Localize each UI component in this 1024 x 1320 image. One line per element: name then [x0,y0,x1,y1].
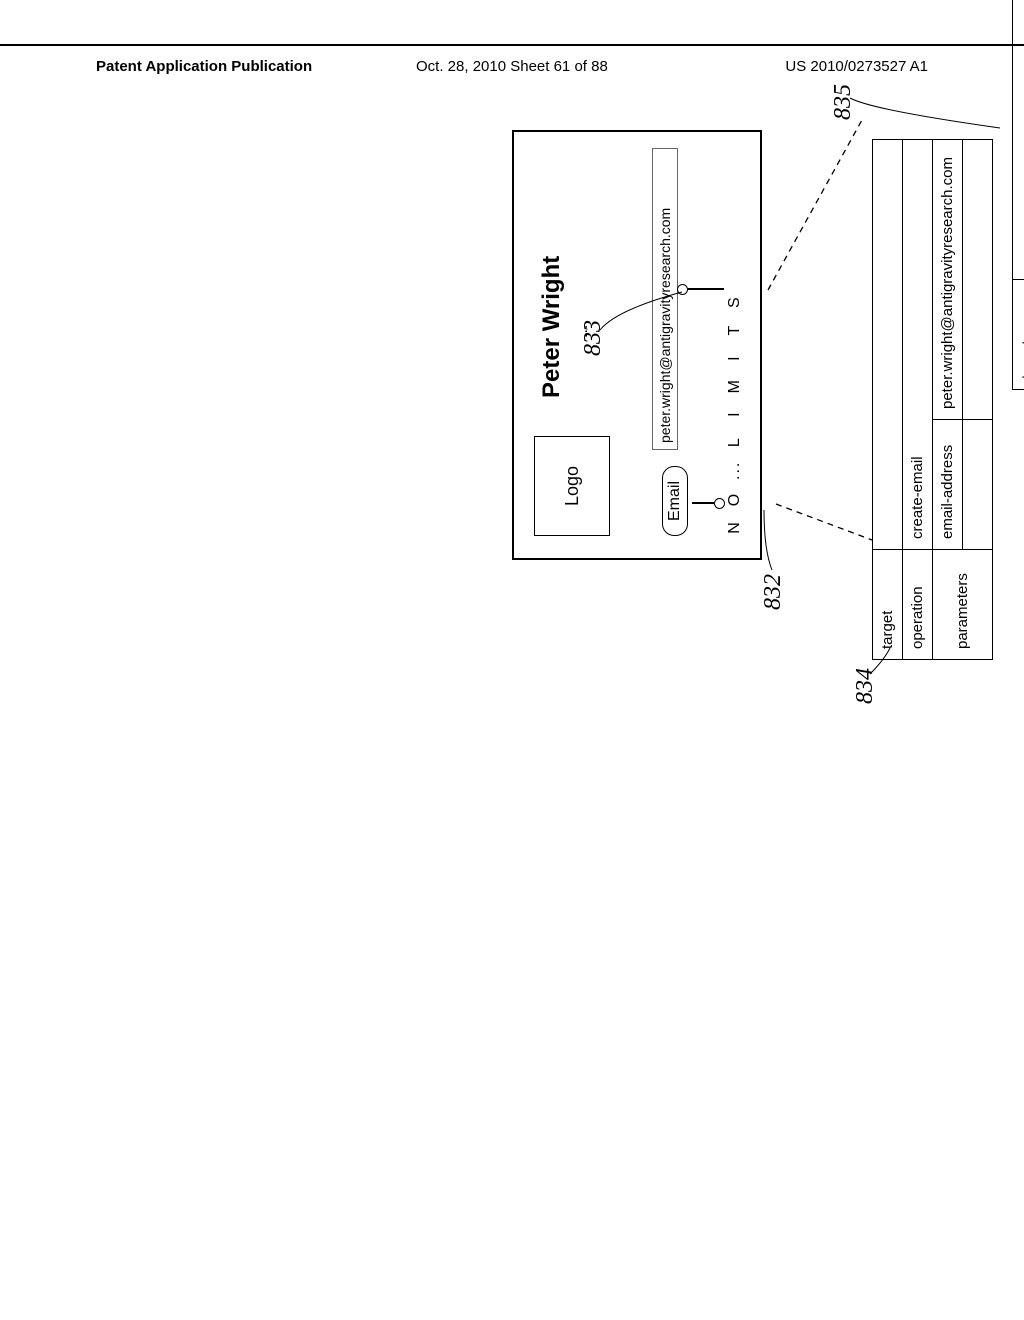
cell-param-label: parameters [933,550,993,660]
cell-param-value: peter.wright@antigravityresearch.com [933,140,963,420]
cell-empty [963,420,993,550]
figure-rotated-container: Logo Peter Wright ... Email peter.wright… [512,0,1024,680]
header-publication: Patent Application Publication [96,58,312,75]
cell-target-label: target [873,550,903,660]
cell-empty [963,140,993,420]
table-row: operation create-email [903,140,933,660]
cell-op-value: create-email [903,140,933,550]
record-835: target operation parameters email-addres… [1012,0,1024,390]
table-row: parameters email-address peter.wright@an… [933,140,963,660]
cell-target-value [873,140,903,550]
figure-77: Logo Peter Wright ... Email peter.wright… [512,0,1024,680]
table-row: target [1013,0,1024,390]
table-row: target [873,140,903,660]
cell-op-label: operation [903,550,933,660]
cell-target-label: target [1013,280,1024,390]
cell-param-key: email-address [933,420,963,550]
record-834: target operation create-email parameters… [872,139,993,660]
cell-target-value [1013,0,1024,280]
